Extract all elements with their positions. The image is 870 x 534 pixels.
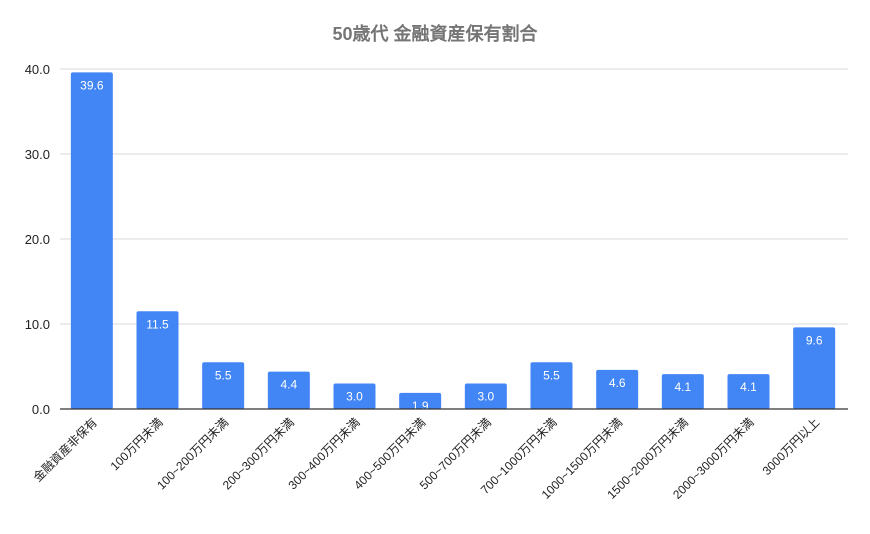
data-label: 4.6 <box>609 376 626 390</box>
y-tick-label: 30.0 <box>25 147 50 162</box>
data-label: 11.5 <box>146 317 169 331</box>
y-tick-label: 20.0 <box>25 232 50 247</box>
x-tick-label: 400~500万円未満 <box>351 415 428 492</box>
data-label: 5.5 <box>543 368 560 382</box>
bar <box>596 369 639 409</box>
x-tick-label: 200~300万円未満 <box>220 415 297 492</box>
chart-title: 50歳代 金融資産保有割合 <box>332 23 538 44</box>
data-label: 4.1 <box>674 380 691 394</box>
bar <box>530 362 573 409</box>
data-label: 3.0 <box>477 390 494 404</box>
bar <box>399 392 442 409</box>
y-tick-label: 40.0 <box>25 62 50 77</box>
data-label: 9.6 <box>806 333 823 347</box>
data-label: 4.1 <box>740 380 757 394</box>
bar <box>202 362 245 409</box>
bar <box>727 374 770 409</box>
data-label: 3.0 <box>346 390 363 404</box>
y-tick-label: 0.0 <box>32 402 50 417</box>
bar <box>333 383 376 409</box>
x-tick-label: 500~700万円未満 <box>417 415 494 492</box>
data-label: 5.5 <box>215 368 232 382</box>
bar <box>661 374 704 409</box>
bar <box>267 371 310 409</box>
bar <box>464 383 507 409</box>
bar <box>70 72 113 410</box>
data-label: 4.4 <box>280 378 297 392</box>
x-tick-label: 3000万円以上 <box>760 415 823 478</box>
data-label: 39.6 <box>80 78 104 92</box>
bar <box>136 311 179 409</box>
x-tick-label: 金融資産非保有 <box>30 415 100 485</box>
x-tick-label: 100万円未満 <box>108 415 166 473</box>
bar <box>793 327 836 409</box>
y-tick-label: 10.0 <box>25 317 50 332</box>
x-tick-label: 300~400万円未満 <box>286 415 363 492</box>
x-tick-label: 100~200万円未満 <box>154 415 231 492</box>
data-label: 1.9 <box>412 399 429 413</box>
